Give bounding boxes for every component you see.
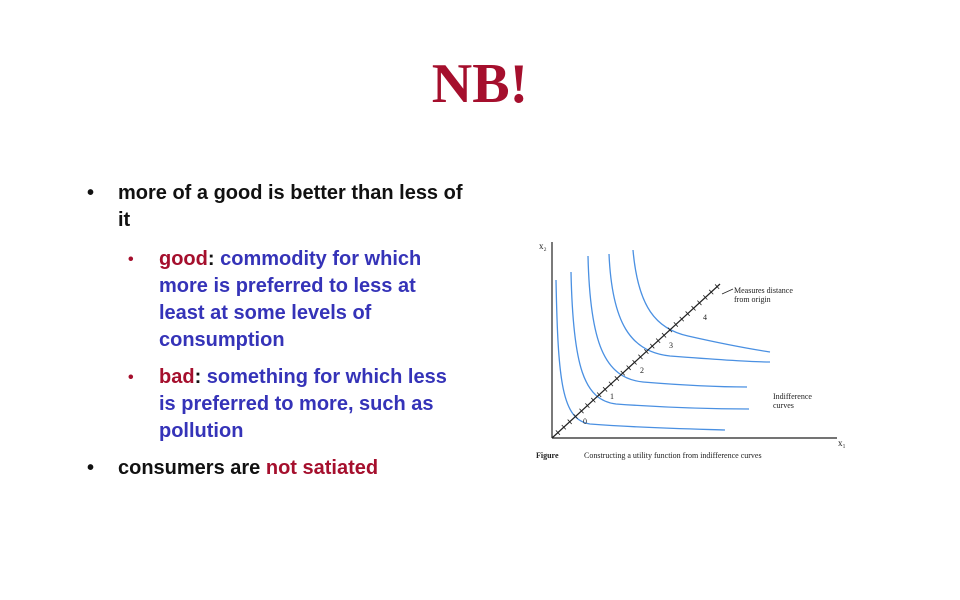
figure-caption-text: Constructing a utility function from ind… <box>584 451 762 460</box>
indifference-curve <box>632 249 771 353</box>
diagonal-tick <box>679 316 685 322</box>
diagonal-tick <box>632 359 637 365</box>
diagonal-tick <box>561 424 567 430</box>
slide-title: NB! <box>431 53 529 115</box>
diagonal-tick <box>614 376 620 382</box>
diagonal-tick <box>608 381 614 387</box>
diagonal-tick <box>620 370 626 376</box>
utility-label-0: 0 <box>583 417 587 426</box>
x-axis-label: x₁ <box>838 438 846 448</box>
bullet-text: consumers are <box>118 457 266 479</box>
annotation-curves-line1: Indifference <box>773 392 812 401</box>
diagonal-tick <box>573 413 578 419</box>
diagonal-tick <box>673 321 679 327</box>
bullet-list: more of a good is better than less of it… <box>85 180 465 494</box>
sub-bullet-bad: bad: something for which less is preferr… <box>125 364 465 445</box>
diagonal-tick <box>708 289 714 295</box>
diagonal-tick <box>596 392 602 398</box>
bullet-more-is-better: more of a good is better than less of it <box>85 180 465 234</box>
utility-label-4: 4 <box>703 313 707 322</box>
figure-caption-label: Figure <box>536 451 559 460</box>
utility-label-1: 1 <box>610 392 614 401</box>
indifference-curve-figure: x₂ x₁ 0 1 2 3 4 Measures distance from o… <box>532 232 852 464</box>
term-bad: bad <box>159 366 195 388</box>
diagonal-tick <box>638 354 643 360</box>
diagonal-tick <box>555 430 561 436</box>
diagonal-tick <box>579 408 584 414</box>
annotation-leader <box>721 288 734 295</box>
indifference-curve <box>555 279 726 431</box>
indifference-curve <box>587 255 748 388</box>
diagonal-tick <box>697 300 702 306</box>
annotation-curves-line2: curves <box>773 401 794 410</box>
diagonal-tick <box>685 311 690 317</box>
diagonal-tick <box>590 397 596 403</box>
diagonal-tick <box>602 386 608 392</box>
y-axis-label: x₂ <box>539 241 547 251</box>
utility-label-3: 3 <box>669 341 673 350</box>
diagonal-tick <box>661 332 667 338</box>
definition-bad: something for which less is preferred to… <box>159 366 447 442</box>
diagonal-tick <box>655 338 661 344</box>
bullet-text: more of a good is better than less of it <box>118 182 463 231</box>
annotation-distance-line1: Measures distance <box>734 286 793 295</box>
colon: : <box>194 366 202 388</box>
emphasis-not-satiated: not satiated <box>265 457 379 479</box>
diagonal-tick <box>626 365 631 371</box>
colon: : <box>207 248 215 270</box>
diagonal-tick <box>703 294 708 300</box>
definition-good: commodity for which more is preferred to… <box>159 248 422 351</box>
diagonal-tick <box>667 327 673 333</box>
diagonal-tick <box>567 419 573 425</box>
diagonal-tick <box>714 284 720 290</box>
indifference-curve <box>570 271 750 410</box>
annotation-distance-line2: from origin <box>734 295 771 304</box>
diagonal-tick-marks <box>555 284 720 436</box>
diagonal-tick <box>649 343 655 349</box>
diagonal-tick <box>585 403 590 409</box>
indifference-curve <box>608 253 771 363</box>
term-good: good <box>159 248 208 270</box>
diagonal-tick <box>691 305 696 311</box>
diagonal-tick <box>644 349 649 354</box>
bullet-not-satiated: consumers are not satiated <box>85 455 465 482</box>
sub-bullet-good: good: commodity for which more is prefer… <box>125 246 465 354</box>
utility-label-2: 2 <box>640 366 644 375</box>
utility-diagonal <box>551 283 721 439</box>
